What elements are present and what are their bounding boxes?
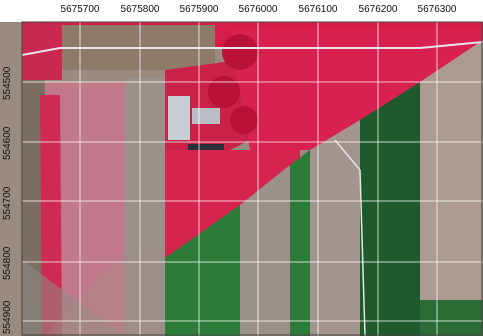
map-frame bbox=[21, 21, 483, 336]
coordinate-grid bbox=[22, 22, 483, 336]
x-axis-label: 5675900 bbox=[179, 4, 219, 15]
field-brown-stripe bbox=[310, 120, 360, 336]
y-axis-label: 554600 bbox=[2, 126, 13, 160]
y-axis-label: 554500 bbox=[2, 66, 13, 100]
tree-cluster bbox=[222, 34, 258, 70]
x-axis-label: 5676300 bbox=[417, 4, 457, 15]
farm-building bbox=[168, 96, 190, 140]
x-axis-label: 5675700 bbox=[60, 4, 100, 15]
haze-wedge bbox=[22, 260, 125, 336]
x-axis-label: 5675800 bbox=[120, 4, 160, 15]
field-pink-left bbox=[45, 82, 125, 336]
road bbox=[21, 41, 483, 56]
y-axis-label: 554800 bbox=[2, 246, 13, 280]
x-axis-label: 5676000 bbox=[238, 4, 278, 15]
field-green-strip bbox=[290, 150, 310, 336]
x-axis-label: 5676200 bbox=[358, 4, 398, 15]
field-green-bottom bbox=[420, 300, 483, 336]
field-gray-stripe bbox=[240, 165, 290, 336]
field-dark-green bbox=[360, 82, 420, 336]
y-axis-label: 554700 bbox=[2, 186, 13, 220]
field-brown-right bbox=[420, 40, 483, 300]
y-axis-label: 554900 bbox=[2, 300, 13, 334]
tree-cluster bbox=[208, 76, 240, 108]
tree-cluster bbox=[230, 106, 258, 134]
haze-wedge bbox=[45, 250, 165, 336]
road bbox=[334, 139, 366, 336]
farm-building bbox=[192, 108, 220, 124]
field-green bbox=[165, 205, 240, 336]
x-axis-label: 5676100 bbox=[298, 4, 338, 15]
field-red-strip bbox=[40, 95, 62, 336]
